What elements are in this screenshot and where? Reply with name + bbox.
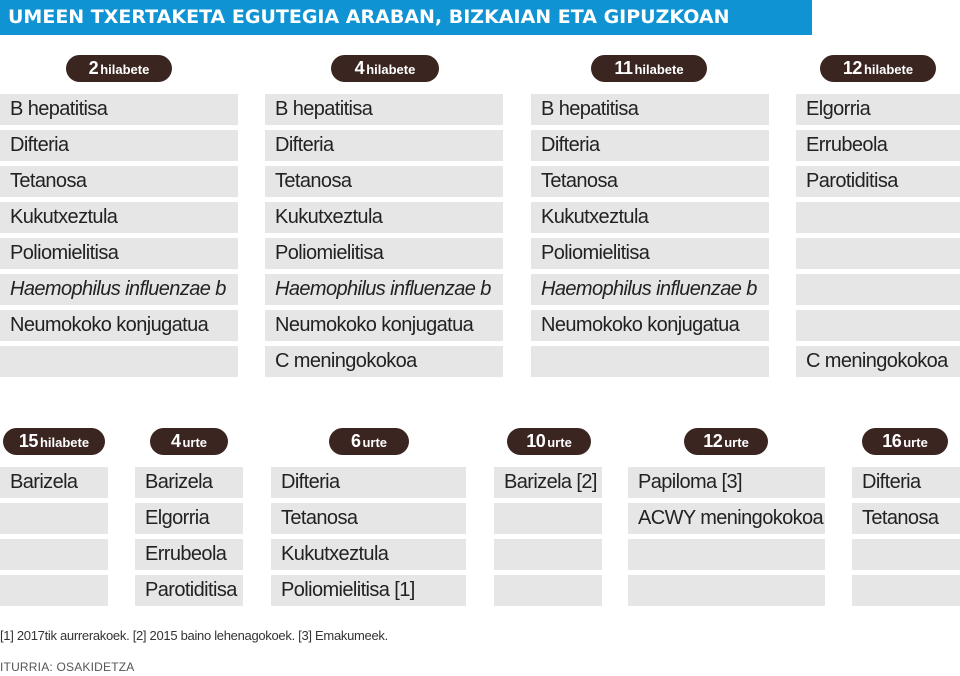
vaccine-cell: Neumokoko konjugatua — [531, 310, 769, 341]
age-pill: 2 hilabete — [66, 55, 172, 82]
vaccine-cell: C meningokokoa — [796, 346, 960, 377]
empty-cell — [494, 539, 602, 570]
vaccine-cell: B hepatitisa — [0, 94, 238, 125]
vaccine-cell: Tetanosa — [271, 503, 466, 534]
vaccine-cell: Poliomielitisa [1] — [271, 575, 466, 606]
vaccine-cell: Difteria — [271, 467, 466, 498]
vaccine-cell: Errubeola — [135, 539, 243, 570]
empty-cell — [628, 539, 825, 570]
age-unit: urte — [362, 435, 388, 450]
vaccine-cell: Poliomielitisa — [265, 238, 503, 269]
age-number: 12 — [842, 58, 863, 78]
vaccine-cell: Barizela — [135, 467, 243, 498]
vaccine-cell: Parotiditisa — [796, 166, 960, 197]
empty-cell — [796, 310, 960, 341]
age-pill: 10 urte — [507, 428, 591, 455]
age-unit: urte — [182, 435, 208, 450]
vaccine-cell: Difteria — [852, 467, 960, 498]
vaccine-cell: Parotiditisa — [135, 575, 243, 606]
vaccine-cell: Poliomielitisa — [531, 238, 769, 269]
vaccine-cell: Neumokoko konjugatua — [265, 310, 503, 341]
age-unit: hilabete — [366, 62, 416, 77]
age-number: 11 — [614, 58, 633, 78]
vaccine-cell: Kukutxeztula — [271, 539, 466, 570]
age-unit: urte — [547, 435, 572, 450]
vaccine-cell: Kukutxeztula — [0, 202, 238, 233]
vaccine-cell: Difteria — [0, 130, 238, 161]
age-number: 6 — [350, 431, 361, 451]
vaccine-cell: Elgorria — [135, 503, 243, 534]
source-credit: ITURRIA: OSAKIDETZA — [0, 660, 135, 674]
empty-cell — [852, 539, 960, 570]
age-unit: urte — [724, 435, 749, 450]
empty-cell — [494, 503, 602, 534]
empty-cell — [0, 503, 108, 534]
vaccine-cell: Tetanosa — [265, 166, 503, 197]
age-number: 4 — [354, 58, 365, 78]
age-number: 10 — [526, 431, 546, 451]
age-number: 4 — [170, 431, 181, 451]
vaccine-cell: Haemophilus influenzae b — [0, 274, 238, 305]
age-pill: 4 urte — [150, 428, 228, 455]
age-number: 15 — [18, 431, 39, 451]
age-unit: hilabete — [39, 435, 90, 450]
age-unit: hilabete — [100, 62, 150, 77]
empty-cell — [628, 575, 825, 606]
vaccine-cell: Difteria — [265, 130, 503, 161]
chart-title: UMEEN TXERTAKETA EGUTEGIA ARABAN, BIZKAI… — [0, 0, 812, 35]
age-pill: 6 urte — [329, 428, 409, 455]
vaccine-cell: ACWY meningokokoa — [628, 503, 825, 534]
vaccine-cell: Barizela — [0, 467, 108, 498]
vaccine-cell: B hepatitisa — [265, 94, 503, 125]
empty-cell — [796, 202, 960, 233]
empty-cell — [494, 575, 602, 606]
empty-cell — [0, 346, 238, 377]
age-unit: hilabete — [634, 62, 684, 77]
empty-cell — [852, 575, 960, 606]
vaccine-cell: Errubeola — [796, 130, 960, 161]
empty-cell — [796, 274, 960, 305]
age-pill: 4 hilabete — [331, 55, 439, 82]
vaccine-cell: Difteria — [531, 130, 769, 161]
age-number: 2 — [88, 58, 99, 78]
vaccine-cell: Haemophilus influenzae b — [265, 274, 503, 305]
age-pill: 11 hilabete — [591, 55, 707, 82]
vaccine-cell: Poliomielitisa — [0, 238, 238, 269]
age-number: 16 — [882, 431, 902, 451]
age-pill: 16 urte — [862, 428, 948, 455]
empty-cell — [531, 346, 769, 377]
footnote: [1] 2017tik aurrerakoek. [2] 2015 baino … — [0, 628, 388, 643]
vaccine-cell: Papiloma [3] — [628, 467, 825, 498]
empty-cell — [0, 575, 108, 606]
vaccine-cell: Tetanosa — [531, 166, 769, 197]
vaccine-cell: C meningokokoa — [265, 346, 503, 377]
age-number: 12 — [703, 431, 723, 451]
vaccine-cell: B hepatitisa — [531, 94, 769, 125]
vaccine-cell: Tetanosa — [852, 503, 960, 534]
vaccine-cell: Kukutxeztula — [531, 202, 769, 233]
age-pill: 15 hilabete — [3, 428, 105, 455]
vaccine-cell: Tetanosa — [0, 166, 238, 197]
vaccine-cell: Haemophilus influenzae b — [531, 274, 769, 305]
age-pill: 12 hilabete — [820, 55, 936, 82]
age-unit: urte — [903, 435, 928, 450]
age-unit: hilabete — [863, 62, 914, 77]
empty-cell — [0, 539, 108, 570]
age-pill: 12 urte — [684, 428, 768, 455]
vaccine-cell: Neumokoko konjugatua — [0, 310, 238, 341]
vaccine-cell: Kukutxeztula — [265, 202, 503, 233]
empty-cell — [796, 238, 960, 269]
vaccine-cell: Elgorria — [796, 94, 960, 125]
vaccine-cell: Barizela [2] — [494, 467, 602, 498]
